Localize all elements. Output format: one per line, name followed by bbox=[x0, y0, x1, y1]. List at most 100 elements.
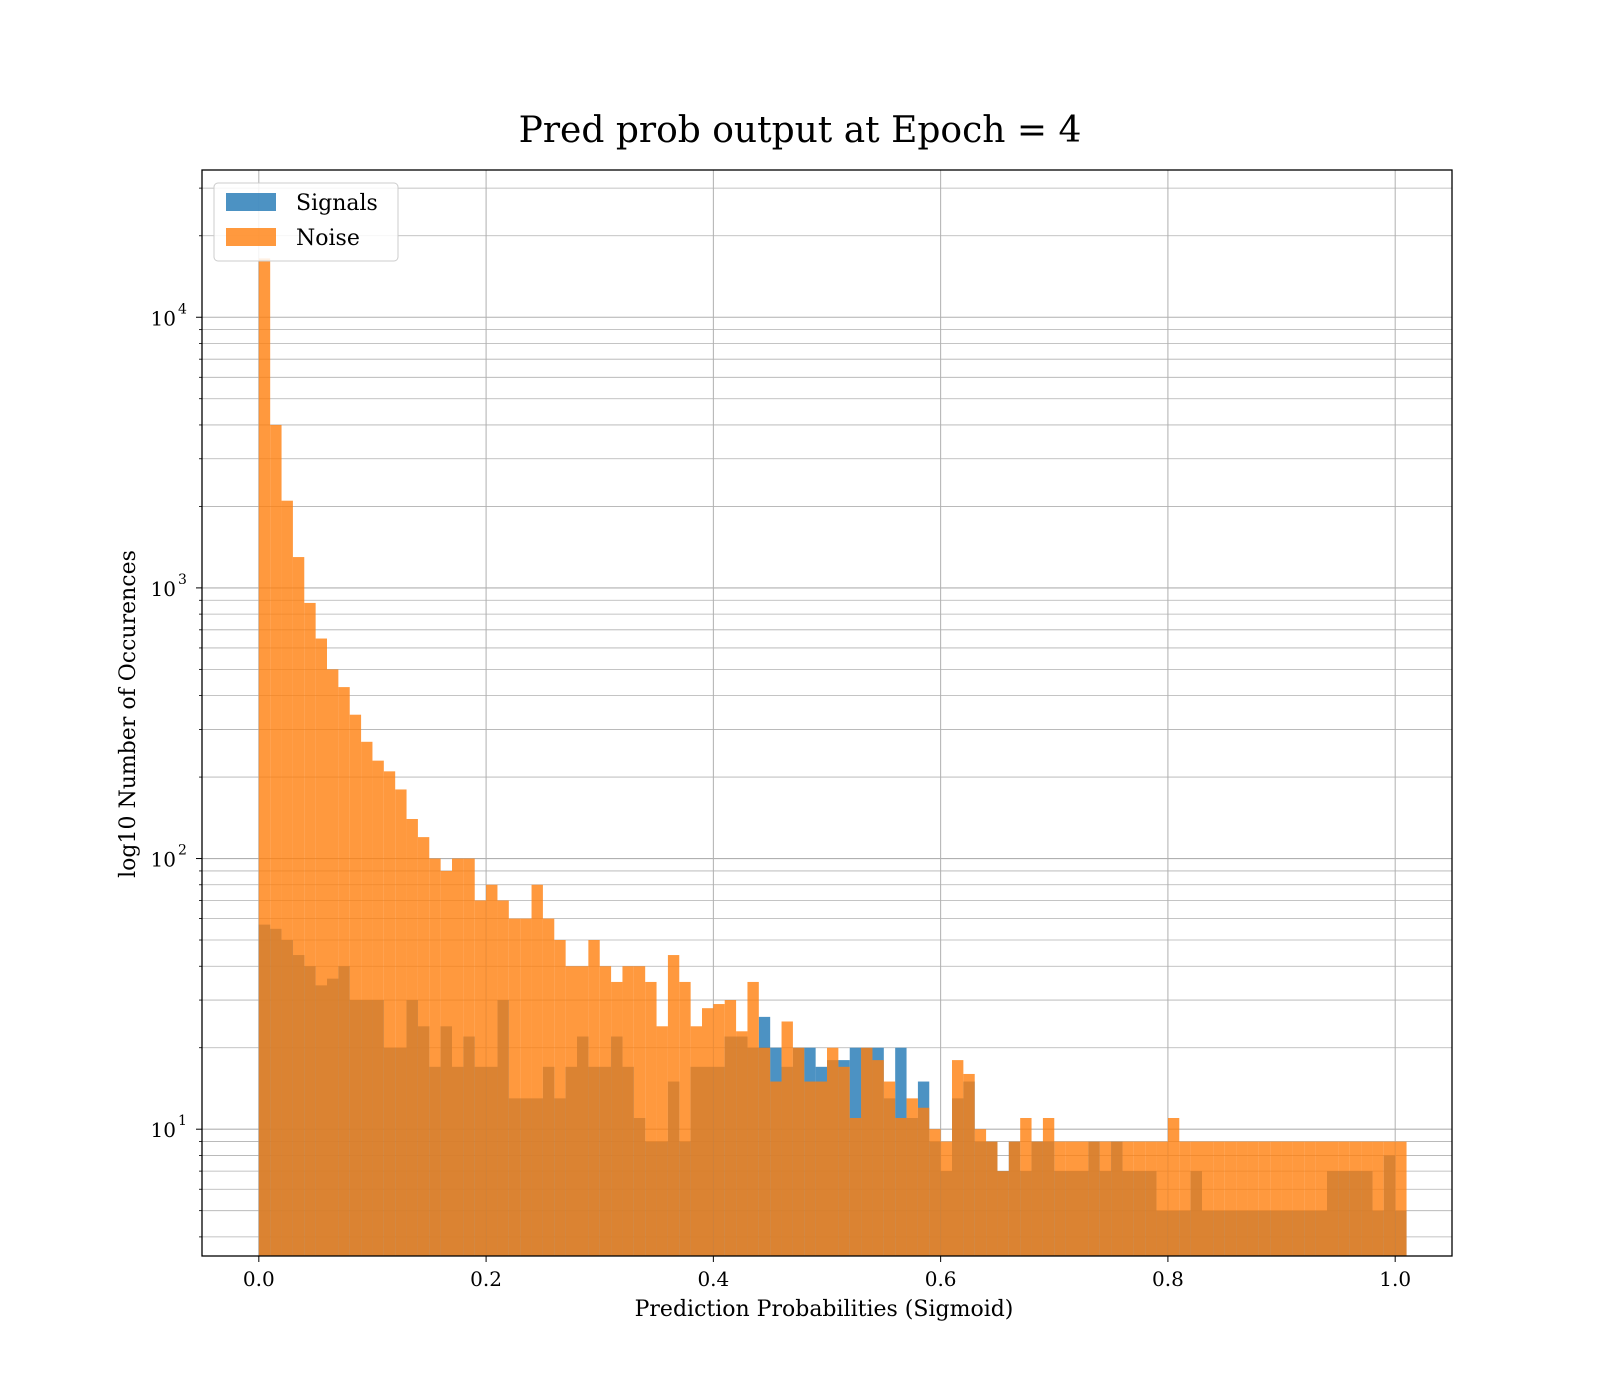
bar-noise bbox=[792, 1047, 805, 1256]
bar-noise bbox=[1167, 1117, 1180, 1256]
bar-noise bbox=[1338, 1141, 1350, 1256]
bar-noise bbox=[622, 966, 634, 1256]
bar-noise bbox=[440, 870, 452, 1256]
bar-noise bbox=[258, 258, 271, 1256]
bar-noise bbox=[872, 1060, 884, 1256]
bar-noise bbox=[849, 1117, 862, 1256]
bar-noise bbox=[463, 858, 475, 1256]
bar-noise bbox=[781, 1021, 793, 1256]
bar-noise bbox=[508, 918, 521, 1256]
bar-noise bbox=[883, 1081, 896, 1256]
bar-noise bbox=[1099, 1141, 1112, 1256]
bar-noise bbox=[520, 918, 532, 1256]
legend-swatch-signals bbox=[226, 193, 276, 211]
bar-noise bbox=[395, 789, 407, 1256]
x-tick-label: 0.6 bbox=[925, 1267, 957, 1291]
bar-noise bbox=[361, 741, 373, 1256]
bar-noise bbox=[452, 858, 464, 1256]
legend: Signals Noise bbox=[213, 182, 399, 262]
bar-noise bbox=[770, 1081, 782, 1256]
bar-noise bbox=[1224, 1141, 1237, 1256]
bar-noise bbox=[895, 1117, 907, 1256]
bar-noise bbox=[531, 884, 543, 1256]
bar-noise bbox=[1122, 1141, 1134, 1256]
x-axis-ticks: 0.0 0.2 0.4 0.6 0.8 1.0 bbox=[243, 1256, 1411, 1291]
bar-noise bbox=[292, 557, 305, 1256]
x-tick-label: 0.2 bbox=[470, 1267, 502, 1291]
bar-noise bbox=[645, 981, 657, 1256]
bar-noise bbox=[315, 638, 327, 1256]
x-tick-label: 0.4 bbox=[697, 1267, 729, 1291]
bar-noise bbox=[1383, 1141, 1396, 1256]
plot-frame bbox=[201, 169, 1453, 1257]
bar-noise bbox=[1270, 1141, 1282, 1256]
bar-noise bbox=[974, 1129, 987, 1256]
bar-noise bbox=[599, 966, 612, 1256]
y-tick-exponent: 2 bbox=[178, 843, 187, 859]
bar-noise bbox=[1065, 1141, 1077, 1256]
bar-noise bbox=[349, 714, 362, 1256]
bar-noise bbox=[827, 1047, 839, 1256]
bar-noise bbox=[736, 1031, 748, 1256]
bar-noise bbox=[952, 1060, 964, 1256]
bar-noise bbox=[1042, 1117, 1055, 1256]
bar-noise bbox=[281, 500, 293, 1256]
bar-noise bbox=[804, 1081, 816, 1256]
bar-noise bbox=[1213, 1141, 1225, 1256]
bar-noise bbox=[1077, 1141, 1089, 1256]
legend-swatch-noise bbox=[226, 228, 276, 246]
bar-noise bbox=[1190, 1141, 1202, 1256]
x-tick-label: 1.0 bbox=[1379, 1267, 1411, 1291]
bar-noise bbox=[383, 771, 396, 1256]
bar-noise bbox=[1292, 1141, 1305, 1256]
bar-noise bbox=[906, 1098, 918, 1256]
bar-noise bbox=[713, 1004, 725, 1256]
legend-label-signals: Signals bbox=[296, 191, 378, 216]
bar-noise bbox=[1088, 1141, 1100, 1256]
bar-noise bbox=[486, 884, 498, 1256]
y-tick-label: 10 bbox=[151, 1118, 176, 1142]
bar-noise bbox=[679, 981, 691, 1256]
bar-noise bbox=[542, 918, 555, 1256]
series-noise bbox=[258, 258, 1407, 1257]
y-tick-label: 10 bbox=[151, 577, 176, 601]
bar-noise bbox=[1111, 1141, 1123, 1256]
bar-noise bbox=[929, 1129, 941, 1256]
bar-noise bbox=[429, 858, 441, 1256]
bar-noise bbox=[1258, 1141, 1271, 1256]
bar-noise bbox=[1031, 1141, 1043, 1256]
bar-noise bbox=[963, 1073, 975, 1256]
bar-noise bbox=[1372, 1141, 1384, 1256]
bar-noise bbox=[690, 1026, 702, 1256]
chart-title: Pred prob output at Epoch = 4 bbox=[519, 110, 1082, 151]
y-tick-label: 10 bbox=[151, 848, 176, 872]
bar-noise bbox=[940, 1141, 952, 1256]
bar-noise bbox=[1327, 1141, 1339, 1256]
bar-noise bbox=[1133, 1141, 1146, 1256]
bar-noise bbox=[372, 760, 384, 1256]
bar-noise bbox=[1145, 1141, 1157, 1256]
bar-noise bbox=[1349, 1141, 1362, 1256]
y-tick-label: 10 bbox=[151, 306, 176, 330]
bar-noise bbox=[1202, 1141, 1214, 1256]
bar-noise bbox=[565, 966, 577, 1256]
bar-noise bbox=[1281, 1141, 1293, 1256]
bar-noise bbox=[861, 1047, 873, 1256]
bar-noise bbox=[1395, 1141, 1407, 1256]
x-axis-label: Prediction Probabilities (Sigmoid) bbox=[635, 1297, 1014, 1322]
bar-noise bbox=[724, 1000, 737, 1256]
bar-noise bbox=[1020, 1117, 1032, 1256]
x-tick-label: 0.0 bbox=[243, 1267, 275, 1291]
bar-noise bbox=[1156, 1141, 1168, 1256]
bar-noise bbox=[667, 955, 680, 1256]
bar-noise bbox=[838, 1066, 850, 1256]
bar-noise bbox=[588, 940, 600, 1256]
bar-noise bbox=[1304, 1141, 1316, 1256]
bar-noise bbox=[304, 602, 316, 1256]
bar-noise bbox=[917, 1107, 930, 1256]
bar-noise bbox=[997, 1171, 1009, 1256]
y-axis-label: log10 Number of Occurences bbox=[116, 550, 141, 878]
bar-noise bbox=[815, 1081, 827, 1256]
bar-noise bbox=[554, 940, 566, 1256]
